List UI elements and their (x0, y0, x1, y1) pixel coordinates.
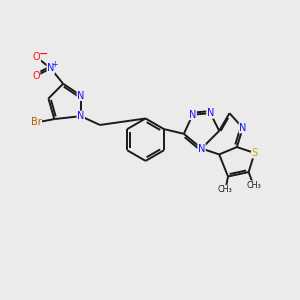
Text: Br: Br (31, 117, 41, 127)
Text: N: N (198, 143, 205, 154)
Text: −: − (38, 49, 48, 59)
Text: S: S (251, 148, 258, 158)
Text: N: N (47, 63, 55, 74)
Text: N: N (77, 91, 85, 100)
Text: N: N (77, 111, 85, 121)
Text: +: + (51, 60, 57, 69)
Text: N: N (207, 108, 214, 118)
Text: CH₃: CH₃ (217, 185, 232, 194)
Text: N: N (239, 123, 246, 133)
Text: O: O (33, 52, 41, 62)
Text: CH₃: CH₃ (247, 181, 261, 190)
Text: N: N (189, 110, 196, 120)
Text: O: O (32, 71, 40, 81)
